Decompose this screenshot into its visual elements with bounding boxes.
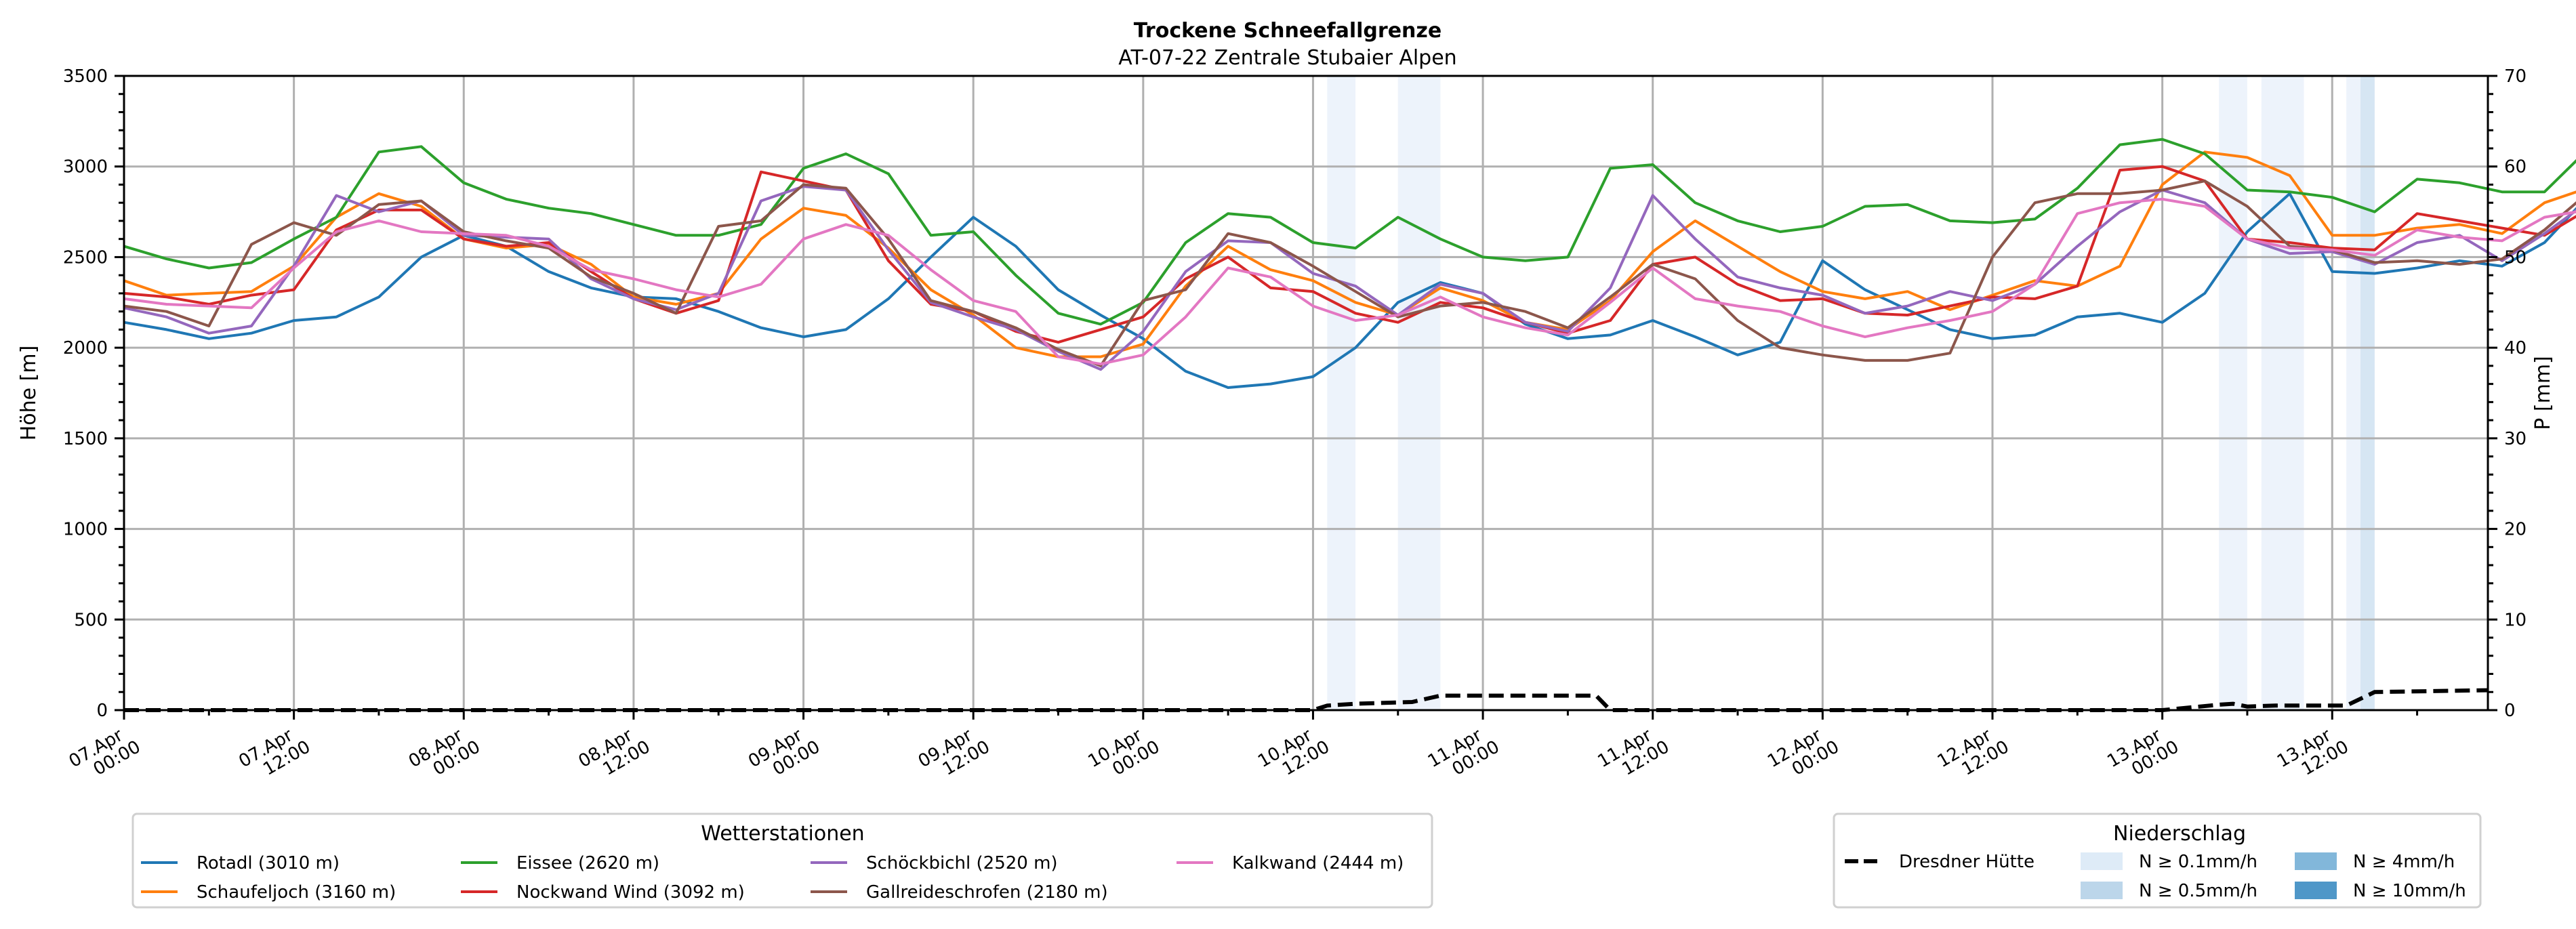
precip-band <box>1397 76 1441 710</box>
plot-frame <box>123 75 2489 711</box>
y-tick-label: 1500 <box>63 429 108 449</box>
precip-band <box>1327 76 1356 710</box>
precip-band <box>2346 76 2361 710</box>
precip-line <box>124 688 2489 712</box>
legend-level-swatch <box>2081 852 2123 870</box>
legend-level-label: N ≥ 0.1mm/h <box>2139 852 2257 872</box>
precip-band <box>2261 76 2304 710</box>
y2-tick-label: 30 <box>2504 429 2527 449</box>
legend-label: Eissee (2620 m) <box>516 853 659 873</box>
y2-tick-label: 10 <box>2504 610 2527 630</box>
legend-precip-title: Niederschlag <box>2113 822 2246 846</box>
precip-line-layer <box>124 688 2489 712</box>
y2-tick-label: 0 <box>2504 701 2516 721</box>
legend-label: Kalkwand (2444 m) <box>1232 853 1404 873</box>
legend-level-label: N ≥ 0.5mm/h <box>2139 881 2257 901</box>
y-axis-label: Höhe [m] <box>17 346 41 441</box>
series-line <box>123 192 2576 389</box>
chart-subtitle: AT-07-22 Zentrale Stubaier Alpen <box>1118 46 1456 70</box>
y2-tick-label: 60 <box>2504 157 2527 178</box>
series-line <box>123 185 2576 371</box>
axes: 0 500 1000 1500 2000 2500 3000 3500 0 10 20 30 40 50 6… <box>63 66 2527 780</box>
y-tick-label: 2000 <box>63 338 108 358</box>
precip-band <box>2360 76 2375 710</box>
legend-level-label: N ≥ 4mm/h <box>2353 852 2455 872</box>
legend-precip: Niederschlag Dresdner Hütte N ≥ 0.1mm/hN… <box>1833 812 2482 909</box>
y2-tick-label: 20 <box>2504 520 2527 540</box>
y-tick-label: 0 <box>96 701 108 721</box>
legend-label: Schaufeljoch (3160 m) <box>197 882 396 903</box>
legend-level-swatch <box>2295 882 2337 899</box>
legend-level-label: N ≥ 10mm/h <box>2353 881 2466 901</box>
series-line <box>123 180 2576 367</box>
legend-label: Rotadl (3010 m) <box>197 853 340 873</box>
y-tick-label: 500 <box>74 610 108 630</box>
y-tick-label: 1000 <box>63 520 108 540</box>
y-tick-label: 2500 <box>63 247 108 268</box>
precip-band <box>2219 76 2247 710</box>
series-line <box>123 138 2576 326</box>
legend-level-swatch <box>2295 852 2337 870</box>
legend-precip-line-label: Dresdner Hütte <box>1899 852 2035 872</box>
y2-tick-label: 40 <box>2504 338 2527 358</box>
chart-title: Trockene Schneefallgrenze <box>1134 19 1442 43</box>
legend-label: Gallreideschrofen (2180 m) <box>866 882 1108 903</box>
station-lines <box>123 138 2576 389</box>
legend-stations-frame <box>131 812 1433 909</box>
legend-station-items: Rotadl (3010 m) Schaufeljoch (3160 m) Eiss… <box>141 853 1404 903</box>
legend-precip-levels: N ≥ 0.1mm/h N ≥ 0.5mm/h N ≥ 4mm/h N ≥ 10mm/… <box>2081 852 2466 901</box>
legend-level-swatch <box>2081 882 2123 899</box>
y2-axis-label: P [mm] <box>2531 356 2555 430</box>
legend-label: Nockwand Wind (3092 m) <box>516 882 745 903</box>
y2-tick-label: 50 <box>2504 247 2527 268</box>
series-line <box>123 197 2576 366</box>
legend-stations: Wetterstationen Rotadl (3010 m) Schaufelj… <box>131 812 1433 909</box>
legend-label: Schöckbichl (2520 m) <box>866 853 1058 873</box>
legend-stations-title: Wetterstationen <box>701 822 864 846</box>
y2-tick-label: 70 <box>2504 66 2527 87</box>
y-tick-label: 3500 <box>63 66 108 87</box>
precip-bands <box>1327 76 2375 710</box>
grid <box>124 76 2488 710</box>
y-tick-label: 3000 <box>63 157 108 178</box>
